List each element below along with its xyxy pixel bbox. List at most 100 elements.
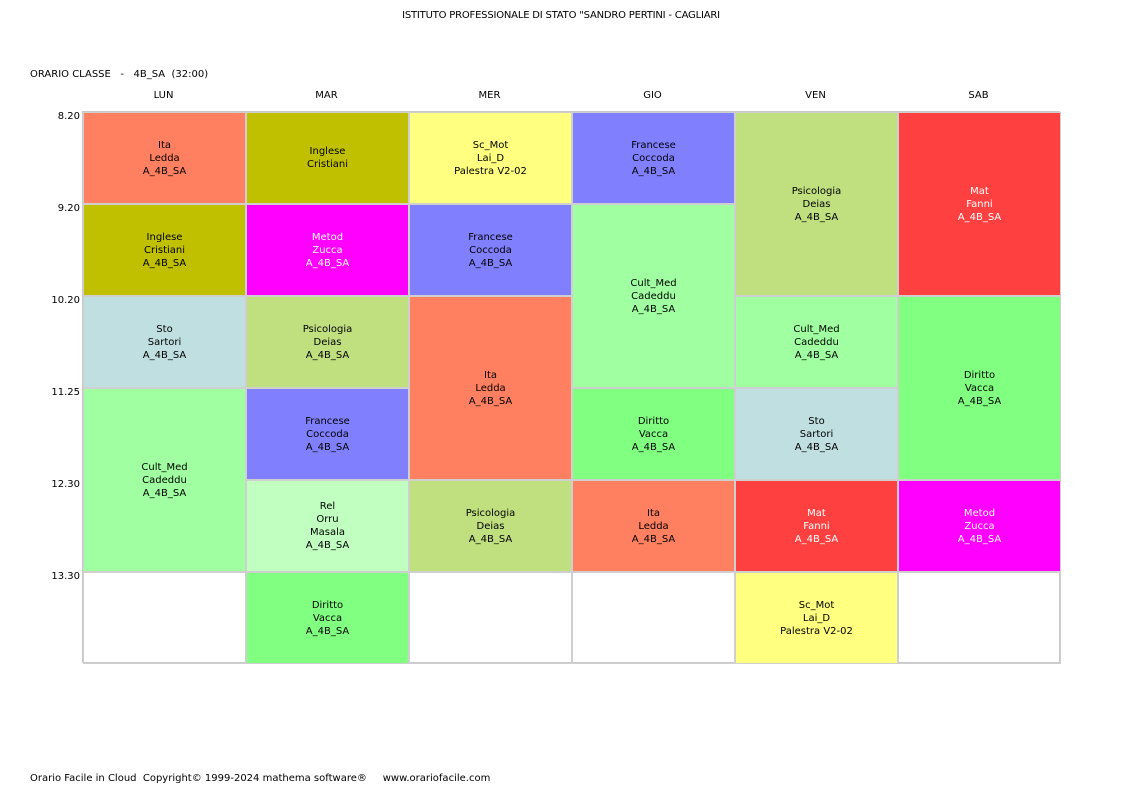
lesson-line: A_4B_SA	[142, 349, 187, 361]
lesson-cell[interactable]: Psicologia Deias A_4B_SA	[246, 296, 409, 388]
lesson-line: A_4B_SA	[142, 487, 187, 499]
lesson-line: Ledda	[149, 152, 180, 164]
lesson-line: Psicologia	[791, 185, 842, 197]
lesson-line: Coccoda	[306, 428, 349, 440]
lesson-cell[interactable]: Psicologia Deias A_4B_SA	[409, 480, 572, 572]
class-label: ORARIO CLASSE - 4B_SA (32:00)	[30, 69, 209, 80]
lesson-line: Mat	[807, 507, 826, 519]
lesson-line: Ita	[484, 369, 497, 381]
lesson-line: Palestra V2-02	[454, 165, 527, 177]
lesson-line: A_4B_SA	[468, 257, 513, 269]
lesson-cell[interactable]: Francese Coccoda A_4B_SA	[409, 204, 572, 296]
lesson-cell[interactable]: Ita Ledda A_4B_SA	[572, 480, 735, 572]
lesson-line: Orru	[316, 514, 339, 525]
lesson-line: Sc_Mot	[472, 139, 509, 151]
lesson-cell[interactable]: Sto Sartori A_4B_SA	[83, 296, 246, 388]
lesson-line: A_4B_SA	[142, 165, 187, 177]
empty-slot	[409, 572, 572, 664]
lesson-line: Sartori	[799, 428, 834, 440]
time-label: 10.20	[51, 295, 80, 306]
lesson-line: Cult_Med	[630, 277, 677, 289]
day-header-sab: SAB	[968, 90, 989, 101]
lesson-line: Fanni	[966, 198, 993, 210]
lesson-cell[interactable]: Metod Zucca A_4B_SA	[246, 204, 409, 296]
lesson-line: Francese	[468, 231, 513, 243]
lesson-cell[interactable]: Rel Orru Masala A_4B_SA	[246, 480, 409, 572]
lesson-cell[interactable]: Mat Fanni A_4B_SA	[735, 480, 898, 572]
lesson-line: Cristiani	[306, 159, 349, 170]
lesson-line: Ledda	[475, 382, 506, 394]
lesson-line: Ledda	[638, 520, 669, 532]
lesson-cell[interactable]: Inglese Cristiani	[246, 112, 409, 204]
lesson-cell[interactable]: Ita Ledda A_4B_SA	[409, 296, 572, 480]
lesson-cell[interactable]: Cult_Med Cadeddu A_4B_SA	[572, 204, 735, 388]
lesson-line: A_4B_SA	[957, 395, 1002, 407]
lesson-line: Cult_Med	[793, 323, 840, 335]
lesson-line: Ita	[158, 139, 171, 151]
lesson-line: Francese	[631, 139, 676, 151]
lesson-line: Fanni	[803, 520, 830, 532]
lesson-cell[interactable]: Sto Sartori A_4B_SA	[735, 388, 898, 480]
lesson-line: Deias	[476, 520, 505, 532]
lesson-line: Francese	[305, 415, 350, 427]
lesson-cell[interactable]: Mat Fanni A_4B_SA	[898, 112, 1061, 296]
lesson-line: Diritto	[963, 369, 996, 381]
lesson-cell[interactable]: Diritto Vacca A_4B_SA	[898, 296, 1061, 480]
lesson-line: Inglese	[309, 146, 346, 157]
school-title: ISTITUTO PROFESSIONALE DI STATO "SANDRO …	[402, 10, 720, 21]
day-header-lun: LUN	[153, 90, 174, 101]
lesson-cell[interactable]: Ita Ledda A_4B_SA	[83, 112, 246, 204]
lesson-line: A_4B_SA	[794, 441, 839, 453]
lesson-line: A_4B_SA	[305, 540, 350, 551]
lesson-line: Cadeddu	[794, 336, 839, 348]
day-header-ven: VEN	[805, 90, 826, 101]
empty-slot	[898, 572, 1061, 664]
time-label: 8.20	[57, 111, 80, 122]
lesson-cell[interactable]: Diritto Vacca A_4B_SA	[572, 388, 735, 480]
lesson-cell[interactable]: Francese Coccoda A_4B_SA	[572, 112, 735, 204]
lesson-line: A_4B_SA	[794, 211, 839, 223]
lesson-line: Psicologia	[465, 507, 516, 519]
lesson-line: A_4B_SA	[631, 165, 676, 177]
lesson-line: Lai_D	[476, 152, 505, 164]
lesson-line: Inglese	[146, 231, 183, 243]
lesson-cell[interactable]: Metod Zucca A_4B_SA	[898, 480, 1061, 572]
lesson-line: Diritto	[311, 599, 344, 611]
time-label: 13.30	[51, 571, 80, 582]
lesson-cell[interactable]: Cult_Med Cadeddu A_4B_SA	[83, 388, 246, 572]
lesson-line: Metod	[311, 231, 344, 243]
lesson-line: Lai_D	[802, 612, 831, 624]
day-header-gio: GIO	[643, 90, 662, 101]
lesson-line: Sto	[808, 415, 825, 427]
lesson-cell[interactable]: Sc_Mot Lai_D Palestra V2-02	[409, 112, 572, 204]
lesson-line: A_4B_SA	[794, 533, 839, 545]
lesson-line: Psicologia	[302, 323, 353, 335]
lesson-line: A_4B_SA	[794, 349, 839, 361]
lesson-cell[interactable]: Psicologia Deias A_4B_SA	[735, 112, 898, 296]
lesson-line: A_4B_SA	[957, 211, 1002, 223]
lesson-line: Cadeddu	[631, 290, 676, 302]
lesson-line: Metod	[963, 507, 996, 519]
lesson-cell[interactable]: Diritto Vacca A_4B_SA	[246, 572, 409, 664]
lesson-line: Deias	[802, 198, 831, 210]
lesson-cell[interactable]: Inglese Cristiani A_4B_SA	[83, 204, 246, 296]
lesson-line: Palestra V2-02	[780, 625, 853, 637]
lesson-line: Rel	[319, 501, 336, 512]
lesson-cell[interactable]: Cult_Med Cadeddu A_4B_SA	[735, 296, 898, 388]
lesson-line: Diritto	[637, 415, 670, 427]
footer-copyright: Orario Facile in Cloud Copyright© 1999-2…	[30, 773, 491, 784]
day-header-mar: MAR	[315, 90, 338, 101]
lesson-line: Mat	[970, 185, 989, 197]
lesson-line: Coccoda	[632, 152, 675, 164]
lesson-line: A_4B_SA	[631, 533, 676, 545]
lesson-line: Sc_Mot	[798, 599, 835, 611]
timetable-grid: Ita Ledda A_4B_SA Inglese Cristiani A_4B_SA St…	[82, 111, 1061, 664]
lesson-line: A_4B_SA	[468, 395, 513, 407]
lesson-cell[interactable]: Francese Coccoda A_4B_SA	[246, 388, 409, 480]
empty-slot	[83, 572, 246, 664]
lesson-line: A_4B_SA	[305, 441, 350, 453]
lesson-line: Zucca	[964, 520, 995, 532]
lesson-line: A_4B_SA	[468, 533, 513, 545]
lesson-cell[interactable]: Sc_Mot Lai_D Palestra V2-02	[735, 572, 898, 664]
empty-slot	[572, 572, 735, 664]
